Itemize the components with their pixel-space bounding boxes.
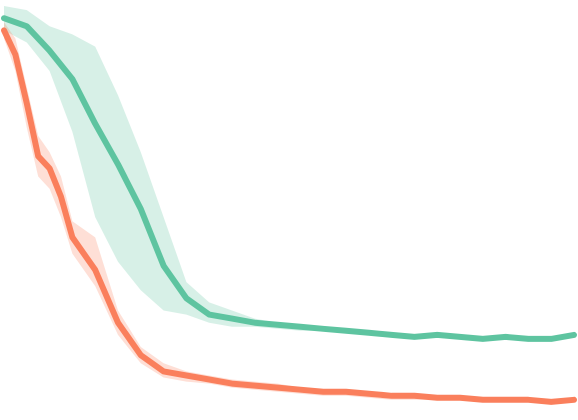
series-lines bbox=[1, 15, 577, 405]
series-1-band bbox=[4, 6, 574, 341]
series-2-line bbox=[1, 27, 577, 405]
confidence-bands bbox=[4, 6, 574, 404]
series-1-line bbox=[1, 15, 577, 342]
